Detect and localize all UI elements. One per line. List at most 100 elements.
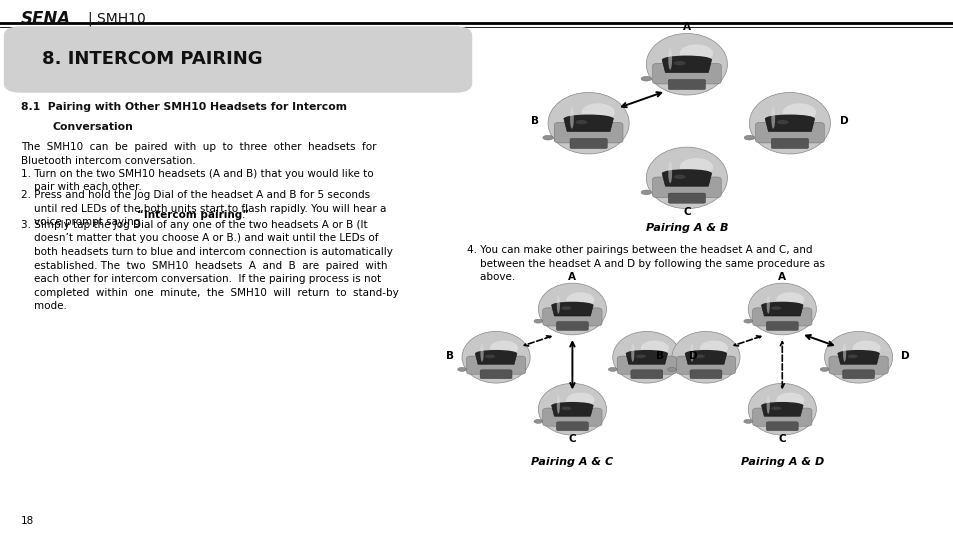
Text: A: A bbox=[682, 21, 690, 32]
Ellipse shape bbox=[612, 331, 680, 383]
Ellipse shape bbox=[766, 396, 769, 414]
FancyBboxPatch shape bbox=[466, 356, 525, 374]
Ellipse shape bbox=[537, 383, 606, 435]
Ellipse shape bbox=[679, 44, 712, 63]
Text: 8.1  Pairing with Other SMH10 Headsets for Intercom: 8.1 Pairing with Other SMH10 Headsets fo… bbox=[21, 102, 347, 112]
Ellipse shape bbox=[557, 396, 559, 414]
Ellipse shape bbox=[667, 367, 676, 371]
Ellipse shape bbox=[679, 158, 712, 176]
Text: D: D bbox=[839, 116, 848, 126]
Ellipse shape bbox=[625, 350, 667, 356]
Ellipse shape bbox=[475, 350, 517, 356]
Ellipse shape bbox=[575, 120, 587, 124]
Polygon shape bbox=[661, 59, 711, 72]
Text: C: C bbox=[568, 434, 576, 444]
Ellipse shape bbox=[766, 295, 769, 314]
Text: B: B bbox=[656, 351, 663, 361]
Ellipse shape bbox=[480, 344, 483, 362]
Ellipse shape bbox=[770, 306, 781, 310]
Ellipse shape bbox=[667, 162, 671, 183]
FancyBboxPatch shape bbox=[542, 408, 601, 426]
Ellipse shape bbox=[566, 392, 594, 408]
FancyBboxPatch shape bbox=[554, 122, 622, 143]
Text: Pairing A & D: Pairing A & D bbox=[740, 457, 823, 467]
Text: Pairing A & C: Pairing A & C bbox=[531, 457, 613, 467]
Polygon shape bbox=[684, 353, 726, 364]
Text: The  SMH10  can  be  paired  with  up  to  three  other  headsets  for
Bluetooth: The SMH10 can be paired with up to three… bbox=[21, 142, 376, 166]
Text: A: A bbox=[778, 272, 785, 281]
Ellipse shape bbox=[760, 402, 802, 408]
Text: SENA: SENA bbox=[21, 10, 71, 28]
Ellipse shape bbox=[542, 135, 553, 140]
FancyBboxPatch shape bbox=[542, 308, 601, 326]
Text: 8. INTERCOM PAIRING: 8. INTERCOM PAIRING bbox=[42, 50, 262, 69]
Ellipse shape bbox=[646, 147, 726, 209]
Ellipse shape bbox=[690, 344, 693, 362]
Ellipse shape bbox=[557, 295, 559, 314]
Polygon shape bbox=[563, 118, 613, 131]
Ellipse shape bbox=[776, 292, 803, 308]
Ellipse shape bbox=[694, 354, 704, 358]
FancyBboxPatch shape bbox=[770, 138, 808, 148]
FancyBboxPatch shape bbox=[765, 422, 798, 430]
FancyBboxPatch shape bbox=[828, 356, 887, 374]
Ellipse shape bbox=[671, 331, 740, 383]
FancyBboxPatch shape bbox=[755, 122, 823, 143]
Ellipse shape bbox=[580, 103, 614, 122]
Text: D: D bbox=[900, 351, 908, 361]
Ellipse shape bbox=[640, 76, 651, 81]
Ellipse shape bbox=[661, 169, 711, 177]
Ellipse shape bbox=[661, 56, 711, 64]
Ellipse shape bbox=[490, 340, 517, 356]
Ellipse shape bbox=[547, 92, 629, 154]
Ellipse shape bbox=[776, 120, 788, 124]
Polygon shape bbox=[551, 405, 593, 416]
Ellipse shape bbox=[551, 302, 593, 308]
Text: 2. Press and hold the Jog Dial of the headset A and B for 5 seconds
    until re: 2. Press and hold the Jog Dial of the he… bbox=[21, 190, 386, 227]
Polygon shape bbox=[551, 305, 593, 316]
Polygon shape bbox=[760, 305, 802, 316]
Ellipse shape bbox=[747, 283, 816, 335]
Ellipse shape bbox=[747, 383, 816, 435]
Ellipse shape bbox=[776, 392, 803, 408]
Ellipse shape bbox=[457, 367, 466, 371]
Ellipse shape bbox=[770, 107, 774, 129]
Ellipse shape bbox=[566, 292, 594, 308]
Ellipse shape bbox=[673, 175, 685, 179]
Ellipse shape bbox=[684, 350, 726, 356]
Text: | SMH10: | SMH10 bbox=[88, 11, 146, 26]
Text: “Intercom pairing”: “Intercom pairing” bbox=[137, 210, 250, 220]
Polygon shape bbox=[661, 173, 711, 186]
Ellipse shape bbox=[700, 340, 727, 356]
FancyBboxPatch shape bbox=[570, 138, 607, 148]
Ellipse shape bbox=[640, 340, 668, 356]
Text: 3. Simply tap the Jog Dial of any one of the two headsets A or B (It
    doesn’t: 3. Simply tap the Jog Dial of any one of… bbox=[21, 220, 398, 311]
Ellipse shape bbox=[551, 402, 593, 408]
Polygon shape bbox=[837, 353, 879, 364]
FancyBboxPatch shape bbox=[667, 79, 704, 90]
FancyBboxPatch shape bbox=[667, 193, 704, 203]
Ellipse shape bbox=[646, 33, 726, 95]
Ellipse shape bbox=[781, 103, 815, 122]
FancyBboxPatch shape bbox=[752, 408, 811, 426]
Ellipse shape bbox=[846, 354, 857, 358]
Ellipse shape bbox=[461, 331, 530, 383]
Ellipse shape bbox=[560, 306, 571, 310]
Ellipse shape bbox=[563, 115, 613, 123]
Text: C: C bbox=[778, 434, 785, 444]
FancyBboxPatch shape bbox=[689, 370, 721, 378]
FancyBboxPatch shape bbox=[4, 26, 472, 93]
Ellipse shape bbox=[484, 354, 495, 358]
FancyBboxPatch shape bbox=[630, 370, 662, 378]
Text: .: . bbox=[242, 210, 246, 220]
Text: B: B bbox=[530, 116, 537, 126]
Ellipse shape bbox=[743, 319, 752, 323]
Text: Pairing A & B: Pairing A & B bbox=[645, 223, 727, 233]
Polygon shape bbox=[760, 405, 802, 416]
Ellipse shape bbox=[534, 419, 542, 423]
Text: 18: 18 bbox=[21, 516, 34, 526]
Text: B: B bbox=[446, 351, 454, 361]
Ellipse shape bbox=[837, 350, 879, 356]
Ellipse shape bbox=[534, 319, 542, 323]
FancyBboxPatch shape bbox=[765, 322, 798, 330]
